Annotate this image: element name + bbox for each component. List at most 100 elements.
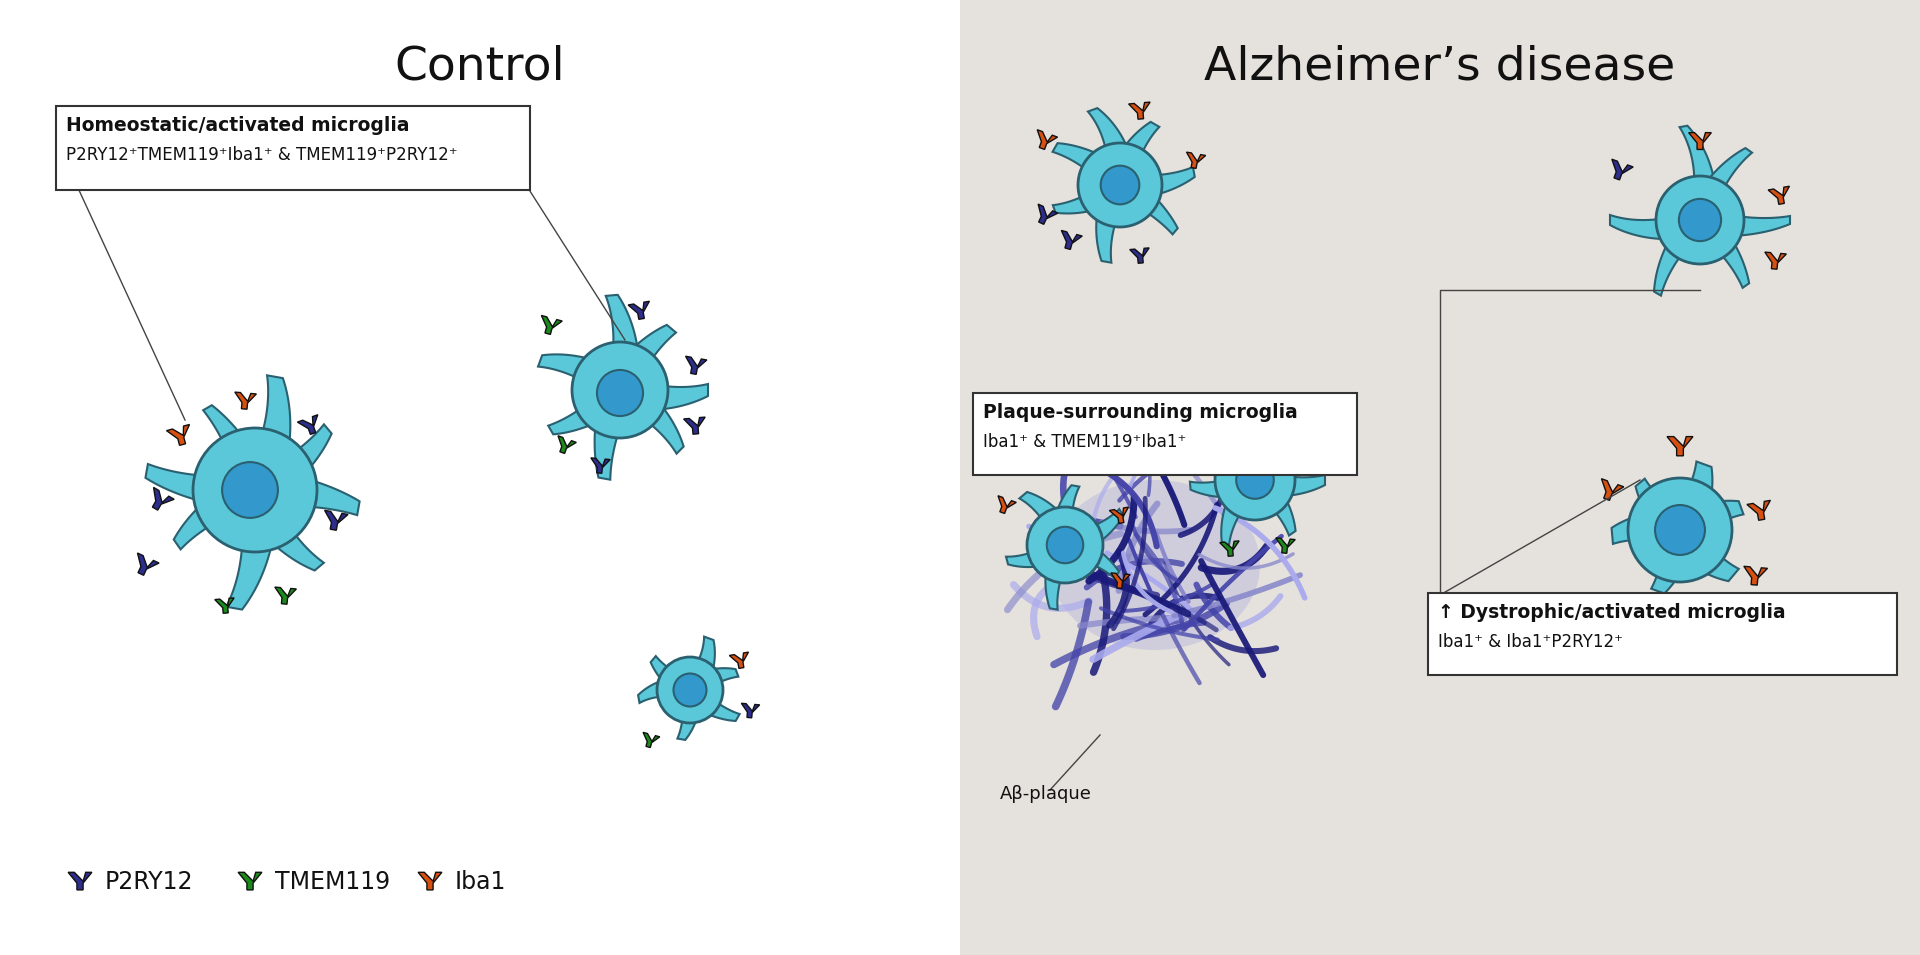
Polygon shape [234, 393, 257, 409]
Text: Iba1⁺ & Iba1⁺P2RY12⁺: Iba1⁺ & Iba1⁺P2RY12⁺ [1438, 633, 1622, 651]
Polygon shape [242, 478, 324, 570]
Polygon shape [609, 379, 684, 454]
Polygon shape [1747, 500, 1770, 520]
Circle shape [1655, 176, 1743, 264]
Polygon shape [591, 457, 611, 474]
Polygon shape [1110, 507, 1129, 523]
Polygon shape [173, 476, 265, 549]
Circle shape [1077, 143, 1162, 227]
Polygon shape [1129, 102, 1150, 119]
Polygon shape [1674, 500, 1743, 546]
Polygon shape [1244, 473, 1296, 536]
Polygon shape [1006, 534, 1068, 567]
Circle shape [223, 462, 278, 518]
Polygon shape [651, 656, 697, 698]
Polygon shape [215, 598, 234, 613]
Polygon shape [419, 872, 442, 890]
Circle shape [1046, 527, 1083, 563]
Polygon shape [538, 354, 626, 405]
FancyBboxPatch shape [1428, 593, 1897, 675]
Circle shape [657, 657, 724, 723]
Polygon shape [67, 872, 92, 890]
Polygon shape [1653, 214, 1711, 296]
Polygon shape [1052, 485, 1079, 547]
Polygon shape [152, 487, 175, 510]
Circle shape [194, 428, 317, 552]
Polygon shape [167, 424, 190, 445]
Polygon shape [238, 872, 261, 890]
Polygon shape [730, 652, 749, 668]
Polygon shape [1187, 152, 1206, 168]
Polygon shape [1117, 167, 1194, 199]
Polygon shape [1699, 206, 1789, 236]
Polygon shape [1601, 478, 1624, 500]
Polygon shape [138, 553, 159, 575]
Polygon shape [637, 678, 691, 703]
Polygon shape [1690, 213, 1749, 287]
Text: Iba1: Iba1 [455, 870, 507, 894]
Text: TMEM119: TMEM119 [275, 870, 390, 894]
Circle shape [1628, 478, 1732, 582]
Polygon shape [643, 732, 660, 748]
Polygon shape [1667, 436, 1693, 456]
Polygon shape [298, 414, 317, 435]
Text: Iba1⁺ & TMEM119⁺Iba1⁺: Iba1⁺ & TMEM119⁺Iba1⁺ [983, 433, 1187, 451]
Circle shape [1655, 505, 1705, 555]
Polygon shape [685, 681, 739, 721]
Polygon shape [1651, 524, 1695, 593]
Polygon shape [275, 587, 296, 605]
Polygon shape [1690, 148, 1753, 227]
Polygon shape [1613, 159, 1634, 180]
Polygon shape [541, 315, 563, 334]
FancyBboxPatch shape [56, 106, 530, 190]
FancyBboxPatch shape [973, 393, 1357, 475]
Polygon shape [1190, 467, 1256, 498]
Circle shape [1678, 199, 1720, 241]
Polygon shape [620, 373, 708, 410]
Polygon shape [1058, 509, 1123, 556]
Polygon shape [1768, 186, 1789, 204]
Polygon shape [684, 417, 705, 435]
Text: Plaque-surrounding microglia: Plaque-surrounding microglia [983, 403, 1298, 422]
Text: Aβ-plaque: Aβ-plaque [1000, 785, 1092, 803]
Polygon shape [1219, 541, 1238, 557]
Circle shape [1215, 440, 1294, 520]
Polygon shape [1044, 542, 1077, 609]
Polygon shape [1636, 478, 1692, 541]
Text: P2RY12: P2RY12 [106, 870, 194, 894]
Polygon shape [324, 510, 348, 530]
Polygon shape [1680, 126, 1716, 223]
Polygon shape [595, 387, 637, 479]
Polygon shape [1238, 411, 1269, 482]
Text: P2RY12⁺TMEM119⁺Iba1⁺ & TMEM119⁺P2RY12⁺: P2RY12⁺TMEM119⁺Iba1⁺ & TMEM119⁺P2RY12⁺ [65, 146, 457, 164]
Polygon shape [1256, 466, 1325, 497]
Circle shape [674, 673, 707, 707]
Polygon shape [609, 325, 676, 400]
Polygon shape [244, 424, 332, 504]
Polygon shape [680, 637, 714, 694]
Polygon shape [603, 295, 639, 392]
Polygon shape [998, 496, 1016, 514]
Polygon shape [1663, 461, 1713, 536]
Polygon shape [1129, 248, 1150, 264]
Polygon shape [1039, 204, 1058, 224]
Polygon shape [1096, 182, 1135, 263]
Circle shape [1027, 507, 1102, 583]
Polygon shape [227, 486, 276, 609]
Text: ↑ Dystrophic/activated microglia: ↑ Dystrophic/activated microglia [1438, 603, 1786, 622]
Polygon shape [685, 668, 739, 701]
Polygon shape [1052, 173, 1125, 214]
Polygon shape [741, 703, 760, 718]
Polygon shape [628, 301, 649, 319]
Polygon shape [1112, 573, 1131, 588]
Polygon shape [1244, 403, 1265, 418]
Polygon shape [1062, 230, 1083, 249]
Polygon shape [559, 435, 576, 454]
Polygon shape [1060, 535, 1119, 579]
Polygon shape [1108, 122, 1160, 192]
Polygon shape [685, 356, 707, 374]
Text: Alzheimer’s disease: Alzheimer’s disease [1204, 45, 1676, 90]
Polygon shape [1052, 143, 1127, 197]
Polygon shape [1690, 133, 1711, 149]
Polygon shape [1112, 175, 1177, 234]
